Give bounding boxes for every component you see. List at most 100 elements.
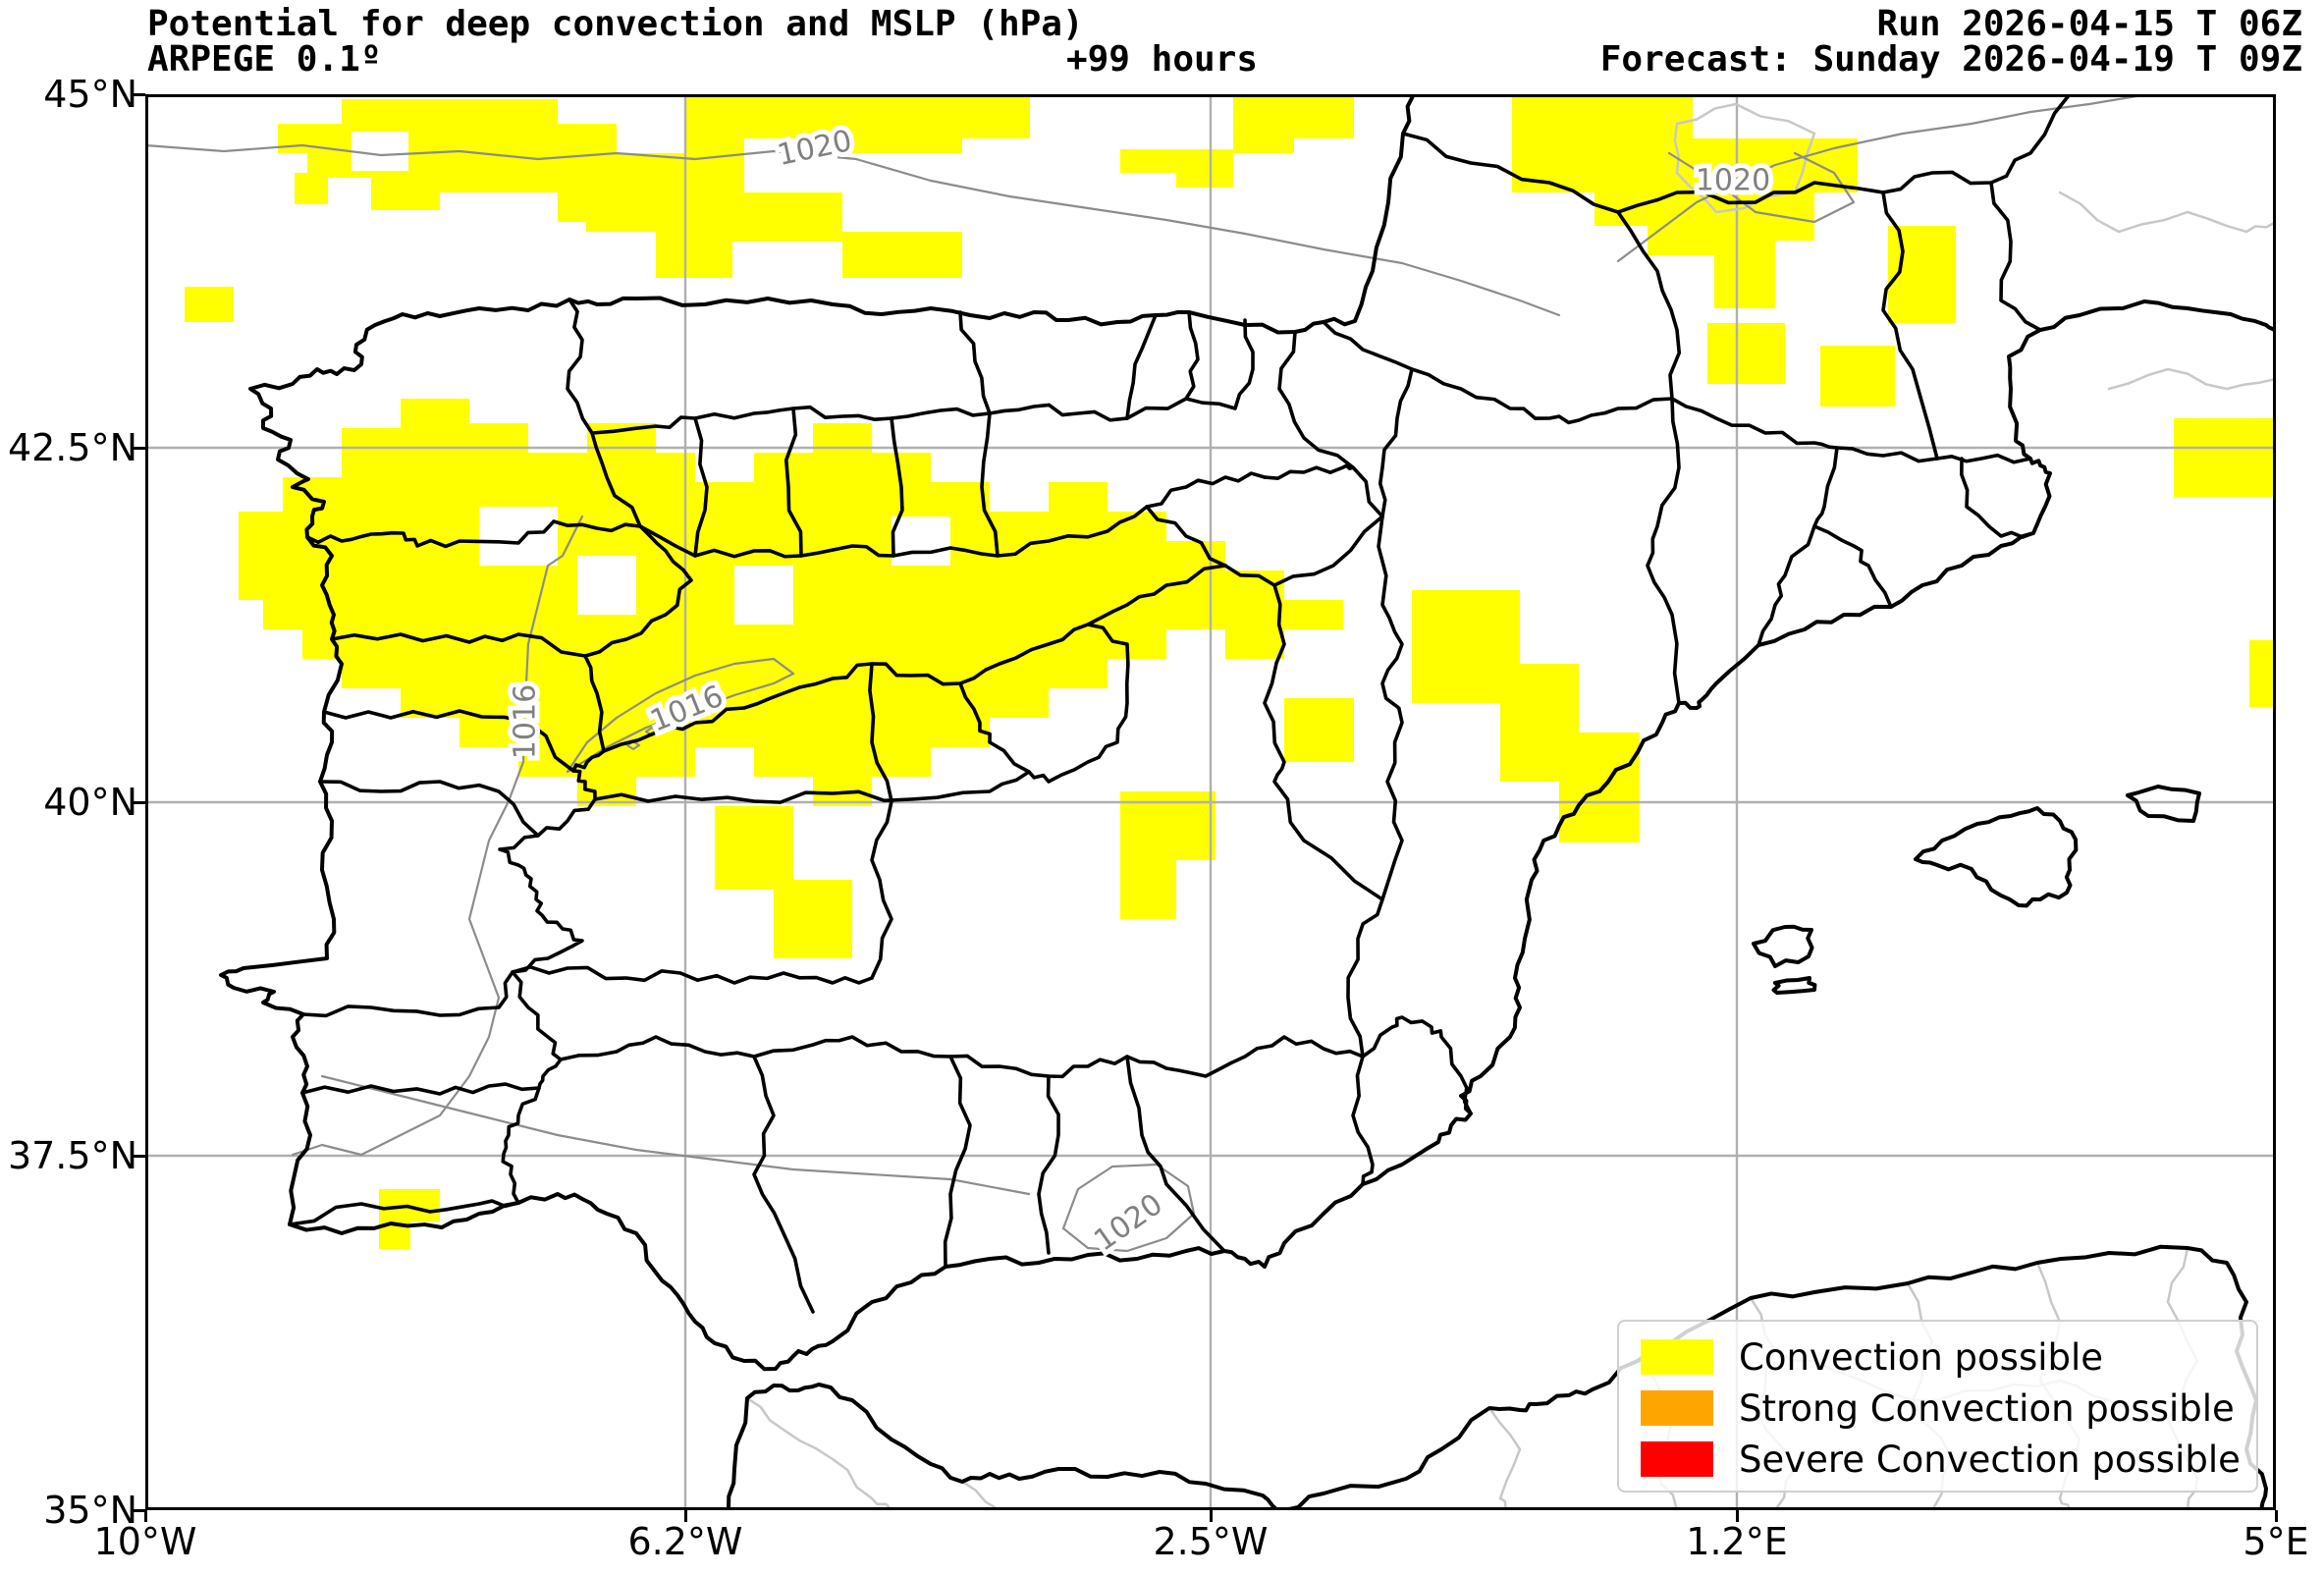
convection-area [239,399,1343,806]
mslp-contour [1061,1163,1196,1253]
coastline [1914,806,2079,908]
region-border [1351,1055,1375,1186]
region-border [1881,190,1939,461]
convection-area [278,99,684,222]
coastline [727,1383,1279,1510]
model-label: ARPEGE 0.1º [147,39,382,80]
region-border [1277,330,1355,469]
convection-area [2174,418,2274,497]
region-border [593,770,1031,804]
admin-boundary-gray [960,1480,1001,1510]
region-border [559,1035,1365,1079]
region-border [1145,505,1384,587]
admin-boundary-gray [1487,1406,1522,1510]
lon-label: 2.5°W [1153,1520,1269,1563]
lat-label: 35°N [43,1489,137,1532]
region-border [1263,463,1384,518]
region-border [943,1055,972,1269]
legend: Convection possible Strong Convection pos… [1617,1320,2258,1493]
region-border [890,416,904,558]
lon-tick [684,1510,687,1522]
convection-area [2249,640,2274,707]
region-border [1263,583,1384,901]
mslp-contour [1667,151,1856,224]
coastline [1771,976,1817,995]
legend-label: Severe Convection possible [1739,1438,2241,1481]
region-border [1812,524,1893,609]
legend-label: Strong Convection possible [1739,1386,2235,1430]
region-border [1125,313,1158,420]
region-border [693,416,709,558]
mslp-contour [320,1074,1031,1196]
region-border [1361,1015,1473,1115]
coastline [1752,924,1814,968]
admin-boundary-gray [745,1396,893,1510]
convection-area [1707,323,1785,384]
lon-tick [144,1510,147,1522]
convection-area [379,1189,440,1249]
region-border [288,1199,520,1226]
lon-label: 1.2°E [1686,1520,1788,1563]
legend-label: Convection possible [1739,1335,2104,1379]
legend-swatch [1641,1339,1713,1375]
region-border [958,310,992,415]
admin-boundary-gray [2107,367,2276,391]
region-border [566,298,642,528]
convection-area [1820,346,1895,407]
convection-area [715,806,852,958]
convection-area [1233,94,1354,153]
region-border [784,407,803,558]
region-border [301,970,514,1018]
convection-area [586,153,962,278]
lon-label: 5°E [2243,1520,2309,1563]
map-plot: 1020 1020 1016 1016 1020 [145,94,2276,1510]
forecast-timestamp: Forecast: Sunday 2026-04-19 T 09Z [1599,39,2302,80]
lat-tick [134,1509,145,1512]
legend-item: Convection possible [1641,1331,2256,1383]
region-border [1125,1055,1226,1253]
convection-area [684,94,1030,153]
region-border [602,564,1227,753]
lat-label: 42.5°N [7,426,137,469]
region-border [638,471,1267,559]
lat-tick [134,1155,145,1158]
lon-tick [2275,1510,2278,1522]
region-border [958,623,1130,784]
lat-tick [134,447,145,450]
lat-label: 45°N [43,73,137,116]
region-border [1989,181,2042,332]
legend-item: Severe Convection possible [1641,1434,2256,1485]
coastline [2126,785,2201,823]
region-border [1378,367,1414,518]
page-title: Potential for deep convection and MSLP (… [147,4,1084,44]
lon-label: 6.2°W [627,1520,743,1563]
region-border [590,403,1129,435]
region-border [868,662,893,980]
lat-label: 37.5°N [7,1134,137,1177]
region-border [1346,515,1404,1059]
region-border [318,780,540,838]
mslp-contour [145,143,1561,317]
convection-area [1284,698,1354,762]
convection-area [1888,226,1956,323]
region-border [511,965,874,985]
legend-swatch [1641,1441,1713,1477]
lat-tick [134,801,145,804]
region-border [1184,318,1255,410]
region-border [305,519,693,1205]
lon-tick [1736,1510,1739,1522]
convection-area [1120,791,1216,919]
contour-label: 1020 [1696,164,1770,198]
lat-label: 40°N [43,781,137,824]
region-border [752,1055,815,1314]
region-border [1757,446,1839,647]
mslp-contour [291,515,584,1157]
lead-time-label: +99 hours [1065,39,1259,80]
mslp-contour [566,657,795,774]
convection-area [185,287,234,322]
region-border [1037,1074,1060,1255]
region-border [322,709,575,773]
region-border [980,411,1000,558]
